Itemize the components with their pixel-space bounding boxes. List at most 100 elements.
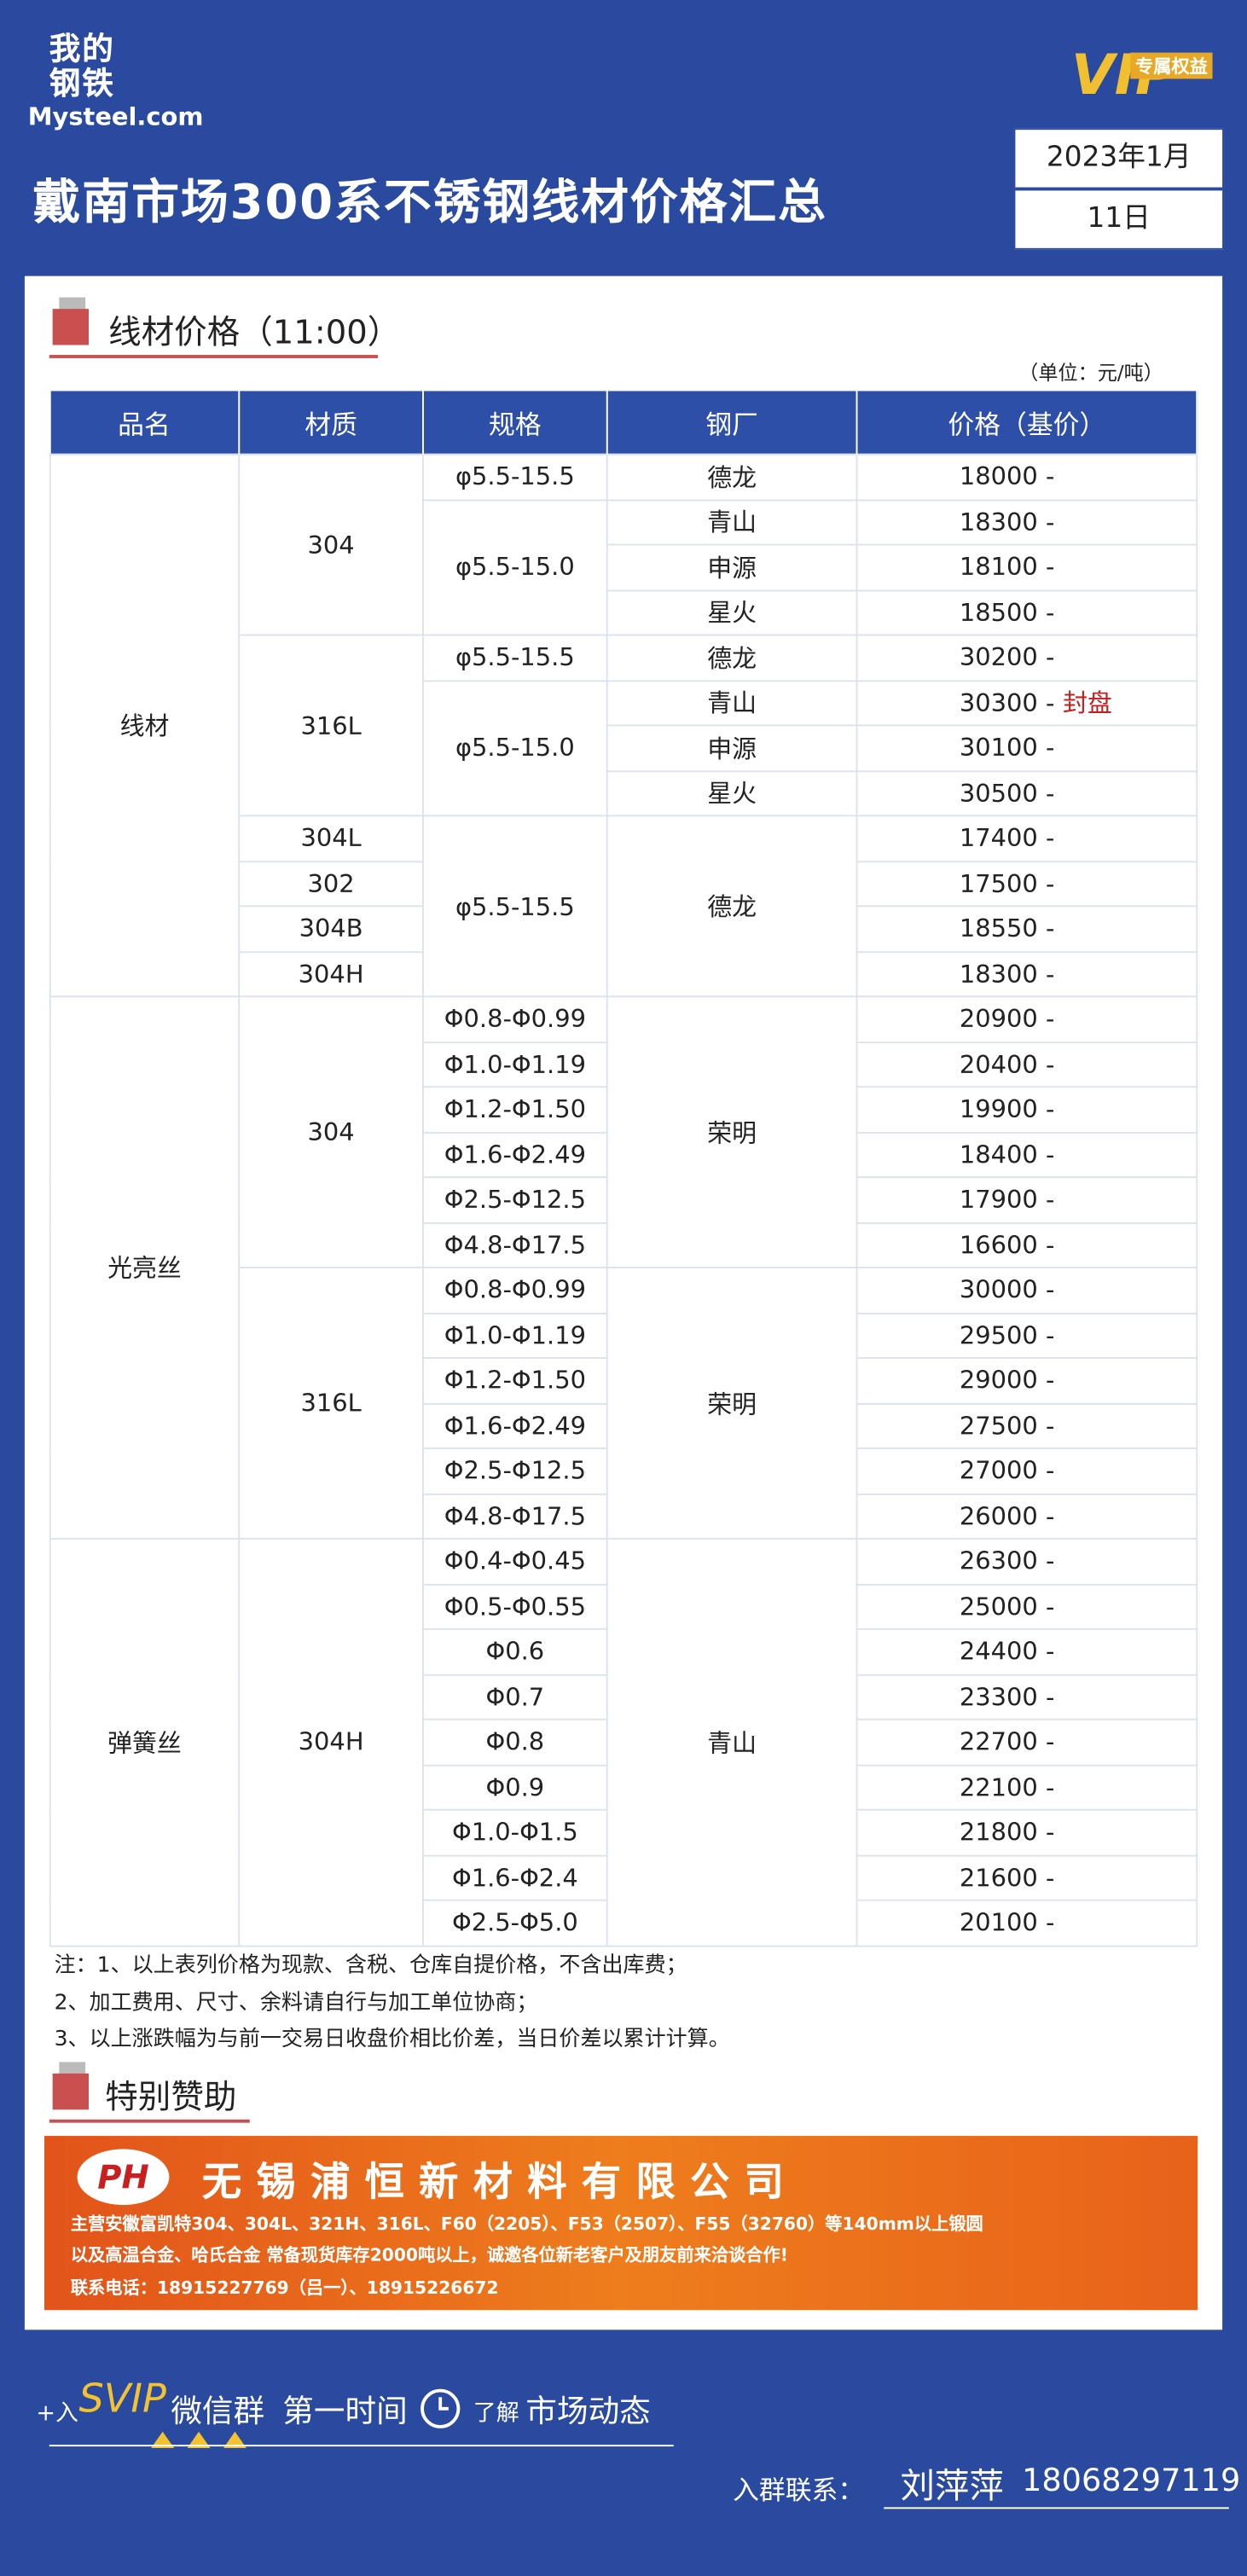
price: 23300	[959, 1681, 1038, 1712]
price: 16600	[959, 1230, 1038, 1260]
change: -	[1046, 688, 1055, 719]
price-cell: 30500 -	[856, 769, 1198, 817]
table-row: Φ0.8 22700 -	[50, 1718, 1198, 1766]
table-cell: Φ1.6-Φ2.49	[422, 1131, 608, 1179]
change: -	[1046, 1366, 1055, 1395]
change: -	[1046, 1049, 1055, 1080]
price: 22700	[959, 1726, 1038, 1757]
table-cell: 德龙	[606, 815, 858, 998]
price-cell: 27500 -	[856, 1402, 1198, 1449]
price-cell: 18300 -	[856, 498, 1198, 546]
change: -	[1046, 1185, 1055, 1215]
change: -	[1046, 1636, 1055, 1667]
price-cell: 30300 - 封盘	[856, 679, 1198, 727]
footer-text: 了解	[473, 2400, 519, 2427]
price-cell: 30100 -	[856, 724, 1198, 772]
price-cell: 27000 -	[856, 1447, 1198, 1494]
footer-text: 第一时间	[282, 2393, 408, 2430]
price: 30100	[959, 733, 1038, 763]
table-row: Φ4.8-Φ17.5 16600 -	[50, 1221, 1198, 1269]
unit-label: （单位：元/吨）	[1018, 361, 1163, 385]
sponsor-banner: PH 无锡浦恒新材料有限公司 主营安徽富凯特304、304L、321H、316L…	[44, 2136, 1198, 2311]
price-table: 品名 材质 规格 钢厂 价格（基价） 线材 304 φ5.5-15.5 德龙 18000 - φ5…	[49, 391, 1198, 1947]
price: 18500	[959, 597, 1038, 628]
vip-badge: 专属权益	[1130, 52, 1213, 79]
banner-text: 联系电话：18915227769（吕一）、18915226672	[70, 2278, 499, 2299]
table-row: 304B 18550 -	[50, 905, 1198, 953]
change: -	[1046, 1592, 1055, 1622]
table-cell: 316L	[238, 1267, 424, 1540]
company-name: 无锡浦恒新材料有限公司	[201, 2157, 799, 2205]
table-row: 星火 18500 -	[50, 589, 1198, 636]
status: 封盘	[1063, 688, 1112, 719]
table-row: 316L φ5.5-15.5 德龙 30200 -	[50, 634, 1198, 817]
table-row: φ5.5-15.0 青山 30300 - 封盘	[50, 679, 1198, 817]
contact-name: 刘萍萍	[900, 2466, 1004, 2506]
table-cell: Φ0.9	[422, 1763, 608, 1811]
price: 18300	[959, 959, 1038, 989]
table-cell: φ5.5-15.5	[422, 453, 608, 501]
change: -	[1046, 552, 1055, 583]
table-row: Φ1.6-Φ2.49 27500 -	[50, 1402, 1198, 1449]
table-cell: 荣明	[606, 1267, 858, 1540]
table-cell: Φ0.8	[422, 1718, 608, 1766]
price: 18300	[959, 507, 1038, 537]
price: 18550	[959, 914, 1038, 944]
table-row: 申源 30100 -	[50, 724, 1198, 772]
change: -	[1046, 1230, 1055, 1260]
table-cell: φ5.5-15.5	[422, 815, 608, 998]
price-cell: 21600 -	[856, 1854, 1198, 1901]
price-cell: 17500 -	[856, 860, 1198, 908]
change: -	[1046, 1140, 1055, 1169]
date-box: 2023年1月 11日	[1013, 128, 1225, 250]
table-row: Φ0.6 24400 -	[50, 1627, 1198, 1675]
table-row: Φ1.6-Φ2.4 21600 -	[50, 1854, 1198, 1901]
price-cell: 20100 -	[856, 1899, 1198, 1947]
table-row: Φ2.5-Φ5.0 20100 -	[50, 1899, 1198, 1947]
table-cell: 荣明	[606, 995, 858, 1269]
table-cell: Φ0.6	[422, 1627, 608, 1675]
table-row: Φ0.9 22100 -	[50, 1763, 1198, 1811]
price: 26000	[959, 1501, 1038, 1531]
table-cell: φ5.5-15.0	[422, 679, 608, 817]
price: 30000	[959, 1275, 1038, 1305]
change: -	[1046, 1004, 1055, 1035]
header-cell: 钢厂	[606, 391, 858, 455]
table-row: Φ1.0-Φ1.19 20400 -	[50, 1041, 1198, 1088]
change: -	[1046, 1862, 1055, 1893]
price: 24400	[959, 1636, 1038, 1667]
table-cell: 光亮丝	[49, 995, 241, 1540]
header-cell: 价格（基价）	[856, 391, 1198, 455]
table-row: Φ1.0-Φ1.19 29500 -	[50, 1312, 1198, 1359]
table-cell: 316L	[238, 634, 424, 817]
change: -	[1046, 733, 1055, 763]
price-cell: 26300 -	[856, 1537, 1198, 1585]
table-cell: 304B	[238, 905, 424, 953]
price-cell: 18000 -	[856, 453, 1198, 501]
price-cell: 21800 -	[856, 1808, 1198, 1856]
change: -	[1046, 507, 1055, 537]
table-cell: 青山	[606, 498, 858, 546]
table-row: 304H 18300 -	[50, 950, 1198, 998]
price-cell: 17900 -	[856, 1176, 1198, 1224]
logo-text: Mysteel.com	[27, 102, 204, 132]
price: 21800	[959, 1817, 1038, 1848]
table-cell: 线材	[49, 453, 241, 998]
price: 25000	[959, 1592, 1038, 1622]
table-cell: 304	[238, 453, 424, 636]
price-cell: 30000 -	[856, 1267, 1198, 1314]
change: -	[1046, 1772, 1055, 1802]
divider	[49, 2119, 250, 2123]
footer-text: +入	[36, 2400, 78, 2427]
price-cell: 20400 -	[856, 1041, 1198, 1088]
table-row: Φ1.2-Φ1.50 29000 -	[50, 1357, 1198, 1404]
change: -	[1046, 1817, 1055, 1848]
clock-icon	[420, 2388, 461, 2428]
header-cell: 规格	[422, 391, 608, 455]
header-row: 品名 材质 规格 钢厂 价格（基价）	[49, 391, 1198, 455]
table-cell: Φ4.8-Φ17.5	[422, 1492, 608, 1540]
price: 20400	[959, 1049, 1038, 1080]
price: 27000	[959, 1456, 1038, 1486]
price-cell: 30200 -	[856, 634, 1198, 682]
